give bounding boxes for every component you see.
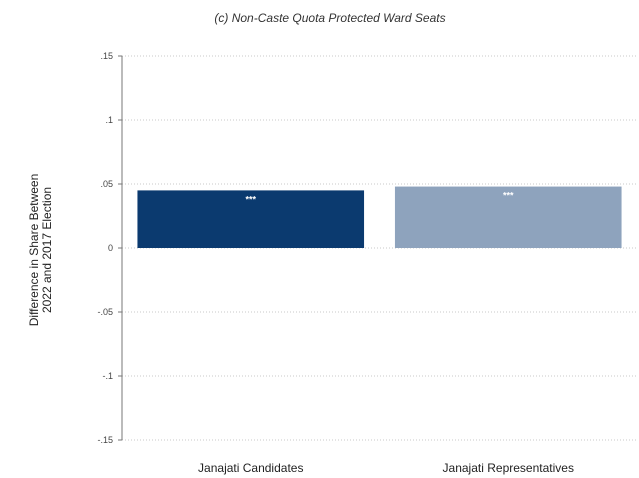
bar-1-data-label: *** <box>245 194 256 204</box>
bars: *** *** <box>137 186 622 248</box>
y-axis-title: Difference in Share Between 2022 and 201… <box>27 174 54 327</box>
y-tick-label: -.05 <box>97 307 113 317</box>
bar-2-data-label: *** <box>503 191 514 201</box>
bar-2 <box>394 186 622 248</box>
y-tick-label: 0 <box>108 243 113 253</box>
y-axis-ticks: .15 .1 .05 0 -.05 -.1 -.15 <box>97 51 122 445</box>
x-category-label: Janajati Representatives <box>443 461 574 475</box>
y-tick-label: -.15 <box>97 435 113 445</box>
y-axis-title-line-2: 2022 and 2017 Election <box>40 187 54 313</box>
y-tick-label: .1 <box>105 115 113 125</box>
bar-1 <box>137 190 365 248</box>
chart-title: (c) Non-Caste Quota Protected Ward Seats <box>214 11 445 25</box>
x-category-label: Janajati Candidates <box>198 461 303 475</box>
y-tick-label: .15 <box>100 51 113 61</box>
y-axis-title-line-1: Difference in Share Between <box>27 174 41 327</box>
y-tick-label: -.1 <box>102 371 113 381</box>
y-tick-label: .05 <box>100 179 113 189</box>
x-axis-labels: Janajati Candidates Janajati Representati… <box>198 461 574 475</box>
